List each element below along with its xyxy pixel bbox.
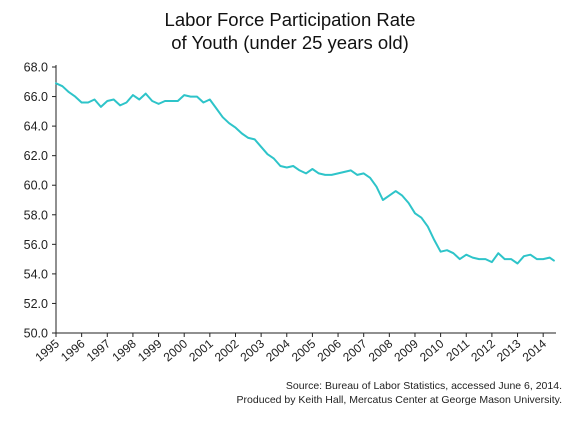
y-tick-label: 66.0 [24, 90, 48, 104]
x-tick-label: 2003 [238, 336, 268, 364]
x-tick-label: 2004 [263, 336, 293, 364]
y-tick-label: 50.0 [24, 327, 48, 341]
chart-title-line-1: Labor Force Participation Rate [164, 9, 416, 30]
series-line [55, 82, 555, 265]
y-axis: 50.0 52.0 54.0 56.0 58.0 60.0 62.0 64.0 66.0 68.0 [24, 61, 57, 341]
source-line-1: Source: Bureau of Labor Statistics, acce… [285, 380, 562, 392]
x-tick-label: 2008 [366, 336, 396, 364]
series-layer [55, 82, 555, 265]
y-tick-label: 62.0 [24, 149, 48, 163]
source-line-2: Produced by Keith Hall, Mercatus Center … [236, 394, 562, 406]
x-tick-label: 2006 [315, 336, 345, 364]
x-tick-label: 2012 [468, 336, 498, 364]
x-tick-label: 2002 [212, 336, 242, 364]
chart-title-line-2: of Youth (under 25 years old) [171, 32, 409, 53]
x-tick-label: 1999 [135, 336, 165, 364]
source-note: Source: Bureau of Labor Statistics, acce… [237, 379, 562, 407]
y-tick-label: 58.0 [24, 208, 48, 222]
x-tick-label: 1998 [109, 336, 139, 364]
x-tick-label: 2011 [443, 336, 472, 364]
y-tick-label: 60.0 [24, 179, 48, 193]
y-tick-label: 56.0 [24, 238, 48, 252]
y-tick-label: 68.0 [24, 61, 48, 75]
x-tick-label: 2000 [161, 336, 191, 364]
x-tick-label: 1996 [58, 336, 88, 364]
y-tick-label: 64.0 [24, 120, 48, 134]
y-tick-label: 54.0 [24, 267, 48, 281]
x-tick-label: 2005 [289, 336, 319, 364]
x-tick-label: 2009 [391, 336, 421, 364]
y-tick-label: 52.0 [24, 297, 48, 311]
x-tick-label: 1995 [32, 336, 62, 364]
x-tick-label: 2013 [494, 336, 524, 364]
x-tick-label: 2014 [520, 336, 550, 364]
chart-title: Labor Force Participation Rate of Youth … [0, 8, 580, 54]
x-axis: 1995199619971998199920002001200220032004… [32, 332, 556, 364]
x-tick-label: 2010 [417, 336, 447, 364]
x-tick-label: 2001 [186, 336, 216, 364]
x-tick-label: 2007 [340, 336, 370, 364]
x-tick-label: 1997 [84, 336, 114, 364]
